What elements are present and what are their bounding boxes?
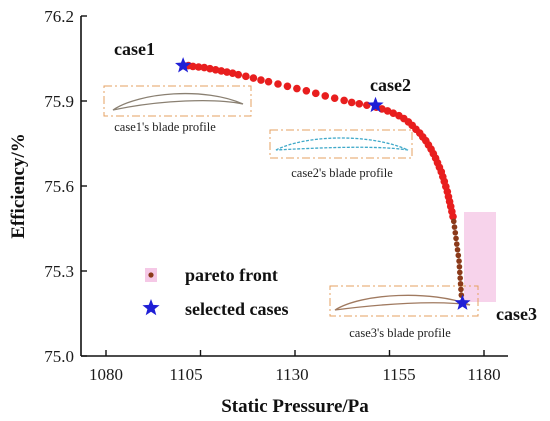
pareto-point-low	[455, 252, 462, 259]
pareto-point	[206, 64, 214, 73]
blade-profile-case3	[334, 294, 471, 311]
inset-frame	[329, 285, 479, 317]
y-tick-label: 75.6	[44, 177, 74, 196]
pareto-point	[249, 74, 258, 82]
pareto-point	[189, 62, 197, 71]
pareto-point	[274, 80, 282, 88]
x-tick-label: 1080	[89, 365, 123, 384]
pareto-point	[330, 94, 339, 102]
legend-marker-selected-cases	[142, 299, 160, 316]
inset-caption-case1: case1's blade profile	[114, 120, 216, 134]
pareto-point-low	[453, 235, 459, 242]
pareto-point	[302, 87, 311, 95]
pareto-point-low	[458, 286, 464, 293]
legend-marker-pareto-front	[148, 272, 154, 278]
pareto-point	[228, 69, 237, 78]
pareto-point	[223, 68, 231, 76]
inset-case1: case1's blade profile	[103, 85, 252, 134]
pareto-point	[200, 63, 209, 72]
inset-caption-case3: case3's blade profile	[349, 326, 451, 340]
pareto-point-low	[457, 269, 463, 276]
pareto-point-low	[454, 246, 461, 253]
x-tick-label: 1155	[382, 365, 415, 384]
inset-caption-case2: case2's blade profile	[291, 166, 393, 180]
pareto-point	[234, 70, 243, 79]
x-tick-labels: 1080 1105 1130 1155 1180	[89, 365, 501, 384]
x-axis-title: Static Pressure/Pa	[221, 396, 369, 417]
data-points	[175, 57, 471, 310]
x-tick-label: 1130	[275, 365, 308, 384]
pareto-point-low	[452, 229, 459, 236]
blade-profile-case2	[275, 137, 409, 151]
selected-case-star-case2	[367, 96, 384, 113]
y-tick-labels: 75.0 75.3 75.6 75.9 76.2	[44, 7, 74, 366]
pareto-point	[194, 63, 203, 71]
pareto-point	[311, 89, 320, 98]
y-axis-title: Efficiency/%	[8, 133, 29, 239]
pareto-point-low	[450, 218, 457, 225]
pareto-point	[293, 84, 301, 93]
y-tick-label: 75.0	[44, 347, 74, 366]
pareto-point	[257, 76, 265, 84]
inset-frame	[269, 129, 413, 159]
pareto-point-low	[456, 258, 462, 264]
legend-label-selected-cases: selected cases	[185, 299, 288, 319]
pareto-point	[347, 98, 356, 107]
pareto-point-low	[451, 224, 458, 230]
legend: pareto front selected cases	[142, 265, 288, 319]
axis-ticks	[81, 15, 485, 357]
pareto-point-low	[456, 263, 463, 270]
highlight-band	[464, 212, 496, 302]
pareto-point	[211, 66, 220, 74]
pareto-point-low	[453, 241, 460, 247]
pareto-point-low	[457, 275, 463, 281]
pareto-point	[283, 82, 292, 91]
pareto-point	[389, 109, 398, 117]
case-label-case3: case3	[496, 304, 537, 324]
case-label-case1: case1	[114, 39, 155, 59]
pareto-point	[217, 67, 226, 75]
inset-frame	[103, 85, 252, 117]
pareto-point	[242, 72, 250, 81]
y-tick-label: 75.9	[44, 92, 74, 111]
pareto-point-low	[457, 280, 464, 287]
x-tick-label: 1180	[467, 365, 500, 384]
inset-case3: case3's blade profile	[329, 285, 479, 340]
pareto-point	[340, 96, 348, 105]
pareto-point	[321, 92, 330, 100]
x-tick-label: 1105	[169, 365, 202, 384]
pareto-point	[264, 77, 273, 86]
selected-case-star-case3	[454, 294, 471, 310]
blade-profile-case1	[112, 92, 244, 111]
pareto-point	[449, 212, 457, 221]
legend-label-pareto-front: pareto front	[185, 265, 278, 285]
case-label-case2: case2	[370, 75, 411, 95]
y-tick-label: 75.3	[44, 262, 74, 281]
y-tick-label: 76.2	[44, 7, 74, 26]
pareto-point	[355, 100, 364, 108]
inset-case2: case2's blade profile	[269, 129, 413, 180]
selected-case-star-case1	[175, 57, 192, 73]
